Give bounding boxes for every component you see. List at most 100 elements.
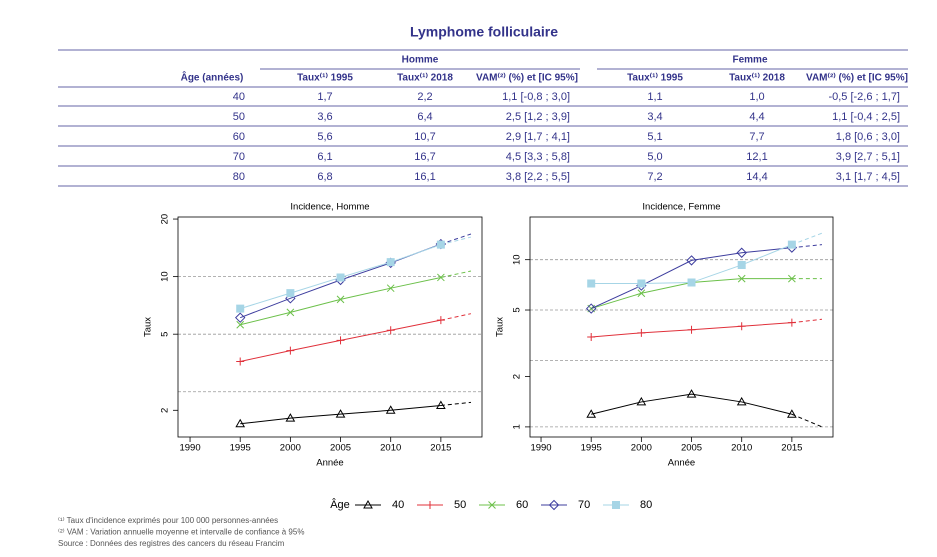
marker <box>286 289 295 298</box>
marker <box>386 326 395 335</box>
legend-marker <box>363 499 373 509</box>
marker <box>336 273 345 282</box>
series-projection <box>791 232 823 246</box>
table-cell: 2,5 [1,2 ; 3,9] <box>506 111 570 123</box>
legend-label: 50 <box>454 499 466 511</box>
table-cell: 2,9 [1,7 ; 4,1] <box>506 131 570 143</box>
chart-title: Incidence, Homme <box>290 202 369 213</box>
x-tick-label: 1990 <box>179 443 200 454</box>
marker <box>737 260 746 269</box>
marker <box>234 312 246 323</box>
table-cell: 60 <box>233 131 245 143</box>
table-cell: -0,5 [-2,6 ; 1,7] <box>828 91 900 103</box>
marker <box>637 279 646 288</box>
table-cell: 5,1 <box>647 131 662 143</box>
x-tick-label: 2015 <box>781 443 802 454</box>
marker <box>587 332 596 341</box>
marker <box>386 258 395 267</box>
y-tick-label: 10 <box>160 271 171 282</box>
series-projection <box>440 233 472 245</box>
marker <box>637 289 646 298</box>
marker <box>687 278 696 287</box>
y-tick-label: 20 <box>160 214 171 225</box>
column-header: VAM⁽²⁾ (%) et [IC 95%] <box>476 73 578 84</box>
table-cell: 4,5 [3,3 ; 5,8] <box>506 151 570 163</box>
marker <box>737 274 746 283</box>
y-tick-label: 2 <box>512 374 523 379</box>
table-cell: 5,0 <box>647 151 662 163</box>
column-header: Taux⁽¹⁾ 2018 <box>397 73 453 84</box>
table-cell: 7,2 <box>647 171 662 183</box>
x-tick-label: 2010 <box>380 443 401 454</box>
marker <box>236 304 245 313</box>
footnote: ⁽²⁾ VAM : Variation annuelle moyenne et … <box>58 528 304 537</box>
marker <box>386 284 395 293</box>
marker <box>637 328 646 337</box>
x-tick-label: 1990 <box>530 443 551 454</box>
marker <box>236 357 245 366</box>
group-header: Femme <box>732 55 767 66</box>
marker <box>285 413 296 422</box>
x-tick-label: 1995 <box>230 443 251 454</box>
series-projection <box>440 401 472 406</box>
series-line <box>591 393 792 415</box>
table-rules <box>58 49 908 187</box>
legend-marker <box>612 501 620 509</box>
y-tick-label: 1 <box>512 424 523 429</box>
marker <box>436 240 445 249</box>
table-cell: 50 <box>233 111 245 123</box>
x-axis-label: Année <box>316 458 343 469</box>
series-projection <box>791 244 823 249</box>
table-cell: 3,8 [2,2 ; 5,5] <box>506 171 570 183</box>
table-cell: 1,1 <box>647 91 662 103</box>
table-cell: 7,7 <box>749 131 764 143</box>
table-cell: 70 <box>233 151 245 163</box>
marker <box>736 396 747 406</box>
marker <box>437 273 445 282</box>
marker <box>787 409 797 418</box>
table-cell: 14,4 <box>746 171 767 183</box>
legend-label: 40 <box>392 499 404 511</box>
marker <box>286 308 295 317</box>
marker <box>336 336 345 345</box>
series-projection <box>440 236 472 246</box>
marker <box>686 389 697 398</box>
table-cell: 12,1 <box>746 151 767 163</box>
series-line <box>590 247 792 310</box>
marker <box>385 405 396 414</box>
marker <box>336 295 345 304</box>
legend-label: 70 <box>578 499 590 511</box>
x-tick-label: 2005 <box>681 443 702 454</box>
series-projection <box>791 413 823 428</box>
y-tick-label: 2 <box>160 408 171 413</box>
marker <box>636 396 647 406</box>
table-cell: 1,8 [0,6 ; 3,0] <box>836 131 900 143</box>
table-cell: 80 <box>233 171 245 183</box>
series-projection <box>440 270 472 278</box>
y-tick-label: 5 <box>512 307 523 312</box>
table-cell: 40 <box>233 91 245 103</box>
y-tick-label: 5 <box>160 332 171 337</box>
marker <box>585 303 597 314</box>
x-tick-label: 1995 <box>581 443 602 454</box>
legend-label: 80 <box>640 499 652 511</box>
marker <box>736 247 747 258</box>
table-cell: 2,2 <box>417 91 432 103</box>
series-line <box>240 404 441 425</box>
group-header: Homme <box>402 55 439 66</box>
table-cell: 6,4 <box>417 111 432 123</box>
table-cell: 1,7 <box>317 91 332 103</box>
marker <box>436 316 445 325</box>
column-header: VAM⁽²⁾ (%) et [IC 95%] <box>806 73 908 84</box>
marker <box>787 240 796 249</box>
chart-title: Incidence, Femme <box>642 202 720 213</box>
legend-marker <box>426 501 434 509</box>
x-tick-label: 2015 <box>430 443 451 454</box>
marker <box>787 318 796 327</box>
column-header: Taux⁽¹⁾ 1995 <box>627 73 683 84</box>
series-projection <box>791 318 823 324</box>
table-cell: 6,8 <box>317 171 332 183</box>
table-cell: 1,0 <box>749 91 764 103</box>
plot-frame <box>177 216 483 438</box>
marker <box>737 322 746 331</box>
